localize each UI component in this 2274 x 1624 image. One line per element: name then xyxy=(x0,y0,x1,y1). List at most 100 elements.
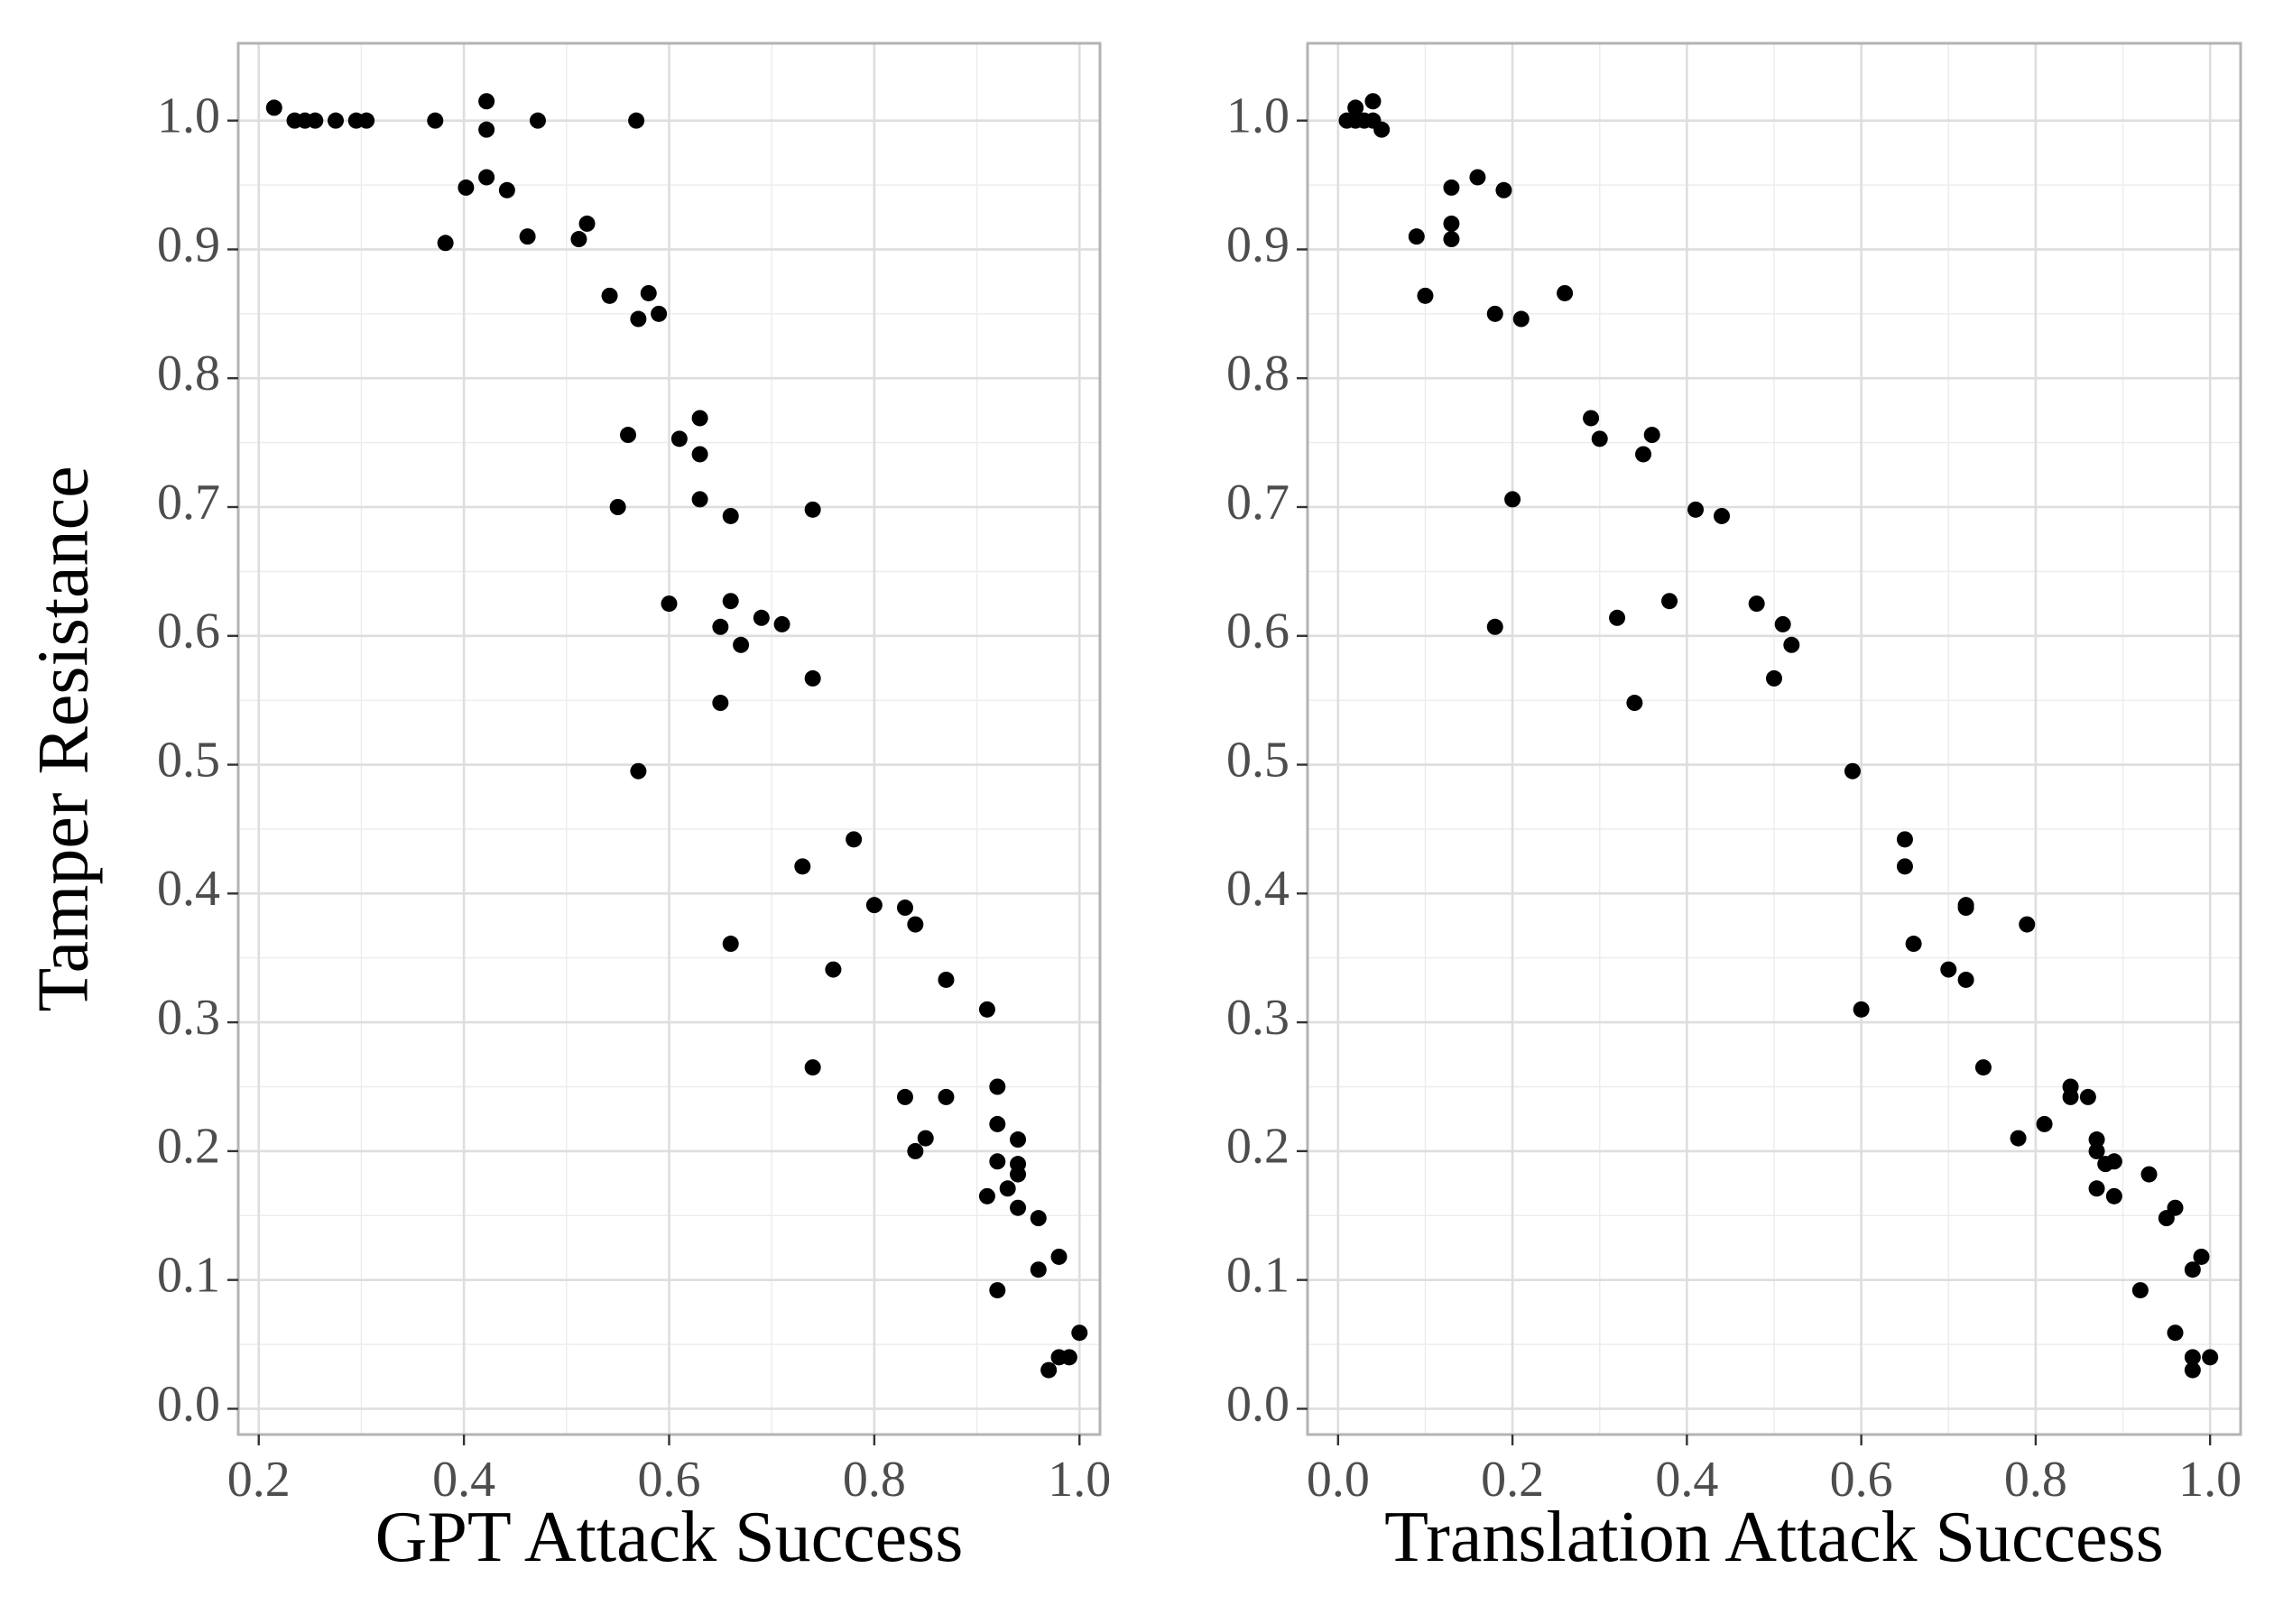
gpt-y-tick-label: 0.1 xyxy=(157,1248,220,1304)
translation-data-point xyxy=(1408,228,1425,245)
gpt-y-tick-label: 0.9 xyxy=(157,217,220,272)
gpt-y-tick-label: 0.6 xyxy=(157,604,220,660)
gpt-data-point xyxy=(712,618,729,635)
translation-data-point xyxy=(1583,410,1600,427)
translation-x-tick-label: 1.0 xyxy=(2178,1452,2242,1508)
translation-data-point xyxy=(1905,936,1922,953)
translation-data-point xyxy=(1896,858,1913,875)
gpt-y-tick-label: 1.0 xyxy=(157,88,220,144)
gpt-data-point xyxy=(722,593,739,610)
translation-data-point xyxy=(1591,430,1608,448)
translation-data-point xyxy=(2019,916,2036,933)
gpt-data-point xyxy=(1010,1166,1027,1183)
translation-data-point xyxy=(1609,609,1626,626)
translation-data-point xyxy=(1974,1059,1992,1076)
translation-points xyxy=(1338,93,2219,1379)
translation-y-tick-label: 0.1 xyxy=(1226,1248,1290,1304)
translation-y-tick-label: 0.6 xyxy=(1226,604,1290,660)
gpt-data-point xyxy=(651,305,668,322)
translation-data-point xyxy=(1766,669,1782,687)
gpt-data-point xyxy=(978,1001,995,1018)
gpt-data-point xyxy=(609,499,626,515)
translation-y-tick-label: 1.0 xyxy=(1226,88,1290,144)
gpt-data-point xyxy=(978,1187,995,1204)
gpt-data-point xyxy=(570,231,587,248)
translation-data-point xyxy=(1443,215,1460,232)
gpt-data-point xyxy=(846,831,863,848)
gpt-gridlines xyxy=(238,43,1100,1435)
gpt-x-tick-label: 0.4 xyxy=(432,1452,495,1508)
translation-x-tick-label: 0.0 xyxy=(1307,1452,1370,1508)
gpt-y-tick-label: 0.3 xyxy=(157,990,220,1046)
gpt-data-point xyxy=(722,507,739,524)
translation-data-point xyxy=(1512,310,1530,328)
translation-y-tick-label: 0.7 xyxy=(1226,475,1290,531)
gpt-y-tick-label: 0.2 xyxy=(157,1119,220,1175)
translation-data-point xyxy=(2105,1153,2122,1170)
gpt-data-point xyxy=(661,595,678,613)
translation-x-tick-label: 0.4 xyxy=(1655,1452,1718,1508)
translation-data-point xyxy=(2140,1166,2158,1183)
gpt-data-point xyxy=(989,1115,1006,1132)
gpt-x-tick-label: 0.8 xyxy=(843,1452,906,1508)
gpt-data-point xyxy=(1050,1248,1068,1265)
gpt-data-point xyxy=(1010,1199,1027,1216)
translation-y-tick-label: 0.8 xyxy=(1226,346,1290,401)
translation-data-point xyxy=(1643,427,1660,444)
gpt-data-point xyxy=(691,410,708,427)
translation-data-point xyxy=(1714,507,1731,524)
gpt-data-point xyxy=(896,900,913,917)
gpt-data-point xyxy=(519,228,536,245)
gpt-data-point xyxy=(691,446,708,463)
gpt-y-tick-label: 0.8 xyxy=(157,346,220,401)
translation-data-point xyxy=(2105,1187,2122,1204)
gpt-data-point xyxy=(804,501,821,518)
translation-x-tick-label: 0.2 xyxy=(1481,1452,1544,1508)
gpt-y-tick-label: 0.7 xyxy=(157,475,220,531)
gpt-data-point xyxy=(1030,1210,1047,1227)
translation-data-point xyxy=(1896,831,1913,848)
gpt-x-tick-label: 1.0 xyxy=(1048,1452,1111,1508)
translation-data-point xyxy=(1957,900,1974,917)
translation-data-point xyxy=(2010,1130,2027,1147)
translation-data-point xyxy=(1940,961,1957,978)
gpt-data-point xyxy=(478,121,495,138)
translation-data-point xyxy=(1635,446,1652,463)
translation-y-tick-label: 0.3 xyxy=(1226,990,1290,1046)
gpt-data-point xyxy=(865,897,883,914)
translation-y-tick-label: 0.9 xyxy=(1226,217,1290,272)
translation-data-point xyxy=(1417,287,1434,304)
gpt-data-point xyxy=(458,179,475,196)
gpt-axis-ticks: 0.2 0.4 0.6 0.8 1.0 0.0 0.1 0.2 0.3 0.4 0.5 0.6 0.7 0… xyxy=(157,88,1111,1508)
gpt-data-point xyxy=(989,1153,1006,1170)
gpt-data-point xyxy=(773,615,790,632)
translation-panel-border xyxy=(1306,42,2242,1436)
gpt-data-point xyxy=(722,936,739,953)
gpt-data-point xyxy=(712,695,729,712)
translation-x-tick-label: 0.8 xyxy=(2004,1452,2067,1508)
gpt-data-point xyxy=(307,112,324,129)
translation-data-point xyxy=(2202,1349,2219,1366)
translation-x-axis-title: Translation Attack Success xyxy=(1384,1498,2164,1577)
gpt-data-point xyxy=(907,1142,924,1159)
gpt-data-point xyxy=(630,310,647,328)
translation-y-tick-label: 0.2 xyxy=(1226,1119,1290,1175)
translation-data-point xyxy=(1626,695,1643,712)
gpt-data-point xyxy=(529,112,546,129)
translation-axis-ticks: 0.0 0.2 0.4 0.6 0.8 1.0 0.0 0.1 0.2 0.3 0.4 0.5 0.6 0… xyxy=(1226,88,2242,1508)
translation-y-tick-label: 0.5 xyxy=(1226,732,1290,788)
gpt-x-tick-label: 0.2 xyxy=(227,1452,291,1508)
translation-data-point xyxy=(1748,595,1765,613)
gpt-data-point xyxy=(1071,1324,1088,1342)
gpt-data-point xyxy=(601,287,618,304)
translation-data-point xyxy=(2088,1142,2105,1159)
gpt-data-point xyxy=(498,181,515,198)
translation-data-point xyxy=(1347,99,1364,116)
translation-data-point xyxy=(2088,1180,2105,1197)
translation-data-point xyxy=(2079,1088,2096,1105)
translation-data-point xyxy=(1469,169,1486,186)
gpt-data-point xyxy=(825,961,842,978)
gpt-data-point xyxy=(620,427,637,444)
